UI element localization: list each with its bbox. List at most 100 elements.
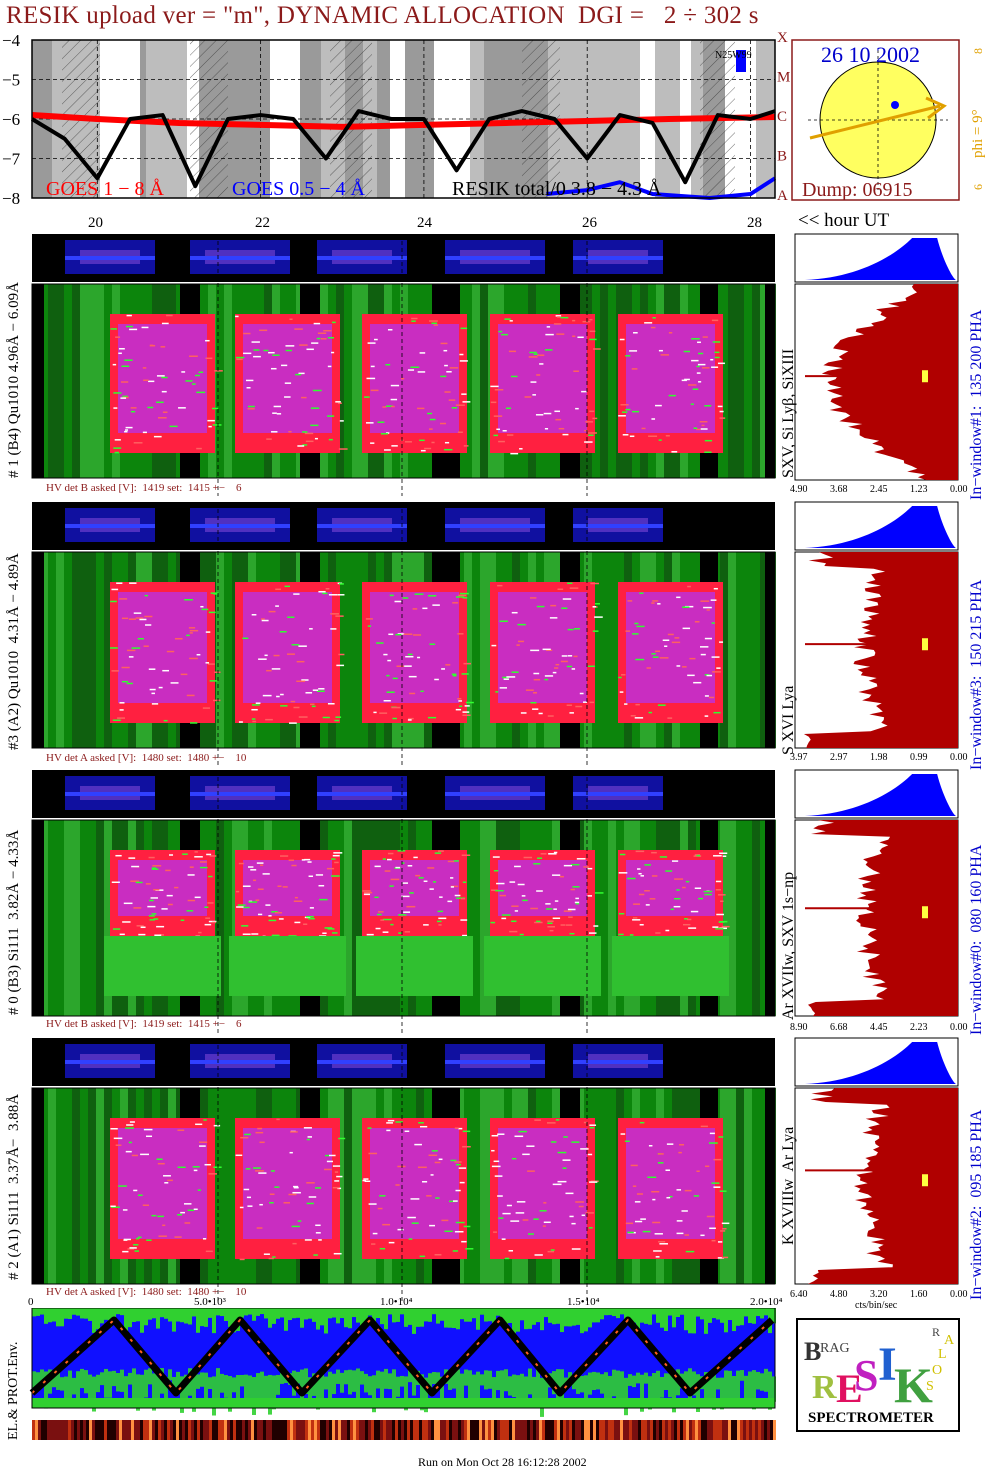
heat-bar-cell [74,1420,77,1440]
env-top-band [440,1308,444,1321]
spectrogram-speckle [545,333,554,336]
spectrogram-speckle [429,418,436,421]
heat-bar-cell [767,1420,770,1440]
heat-bar-cell [731,1420,734,1440]
spectrogram-speckle [639,1121,645,1124]
env-mid-band [392,1369,396,1404]
env-top-band [260,1308,264,1315]
env-mid-band [712,1372,716,1410]
spectrogram-speckle [427,716,437,719]
spectrum-xtick: 6.40 [790,1289,808,1300]
spectrogram-speckle [174,637,183,640]
spectrogram-speckle [308,1196,317,1198]
spectrogram-speckle [511,1157,517,1160]
env-mid-band [412,1370,416,1396]
hour-tick-20: 20 [88,215,103,231]
spectrogram-speckle [436,920,442,923]
env-top-band [220,1308,224,1317]
spectrogram-speckle [585,1212,594,1214]
spectrogram-speckle [439,896,443,898]
spectrogram-speckle [573,370,579,372]
spectrogram-speckle [494,389,504,391]
env-top-band [476,1308,480,1330]
spectrogram-speckle [407,369,415,371]
spectrogram-speckle [306,1182,315,1184]
spectrum-xtick: 8.90 [790,1022,808,1033]
spectrogram-speckle [180,1211,185,1214]
heat-bar-cell [503,1420,506,1440]
env-top-band [652,1308,656,1315]
spectrogram-speckle [247,1205,253,1207]
spectrogram-speckle [682,923,691,926]
spectrogram-speckle [719,852,728,855]
spectrogram-speckle [208,920,217,923]
spectrogram-column [352,284,360,478]
spectrogram-speckle [161,908,168,910]
spectrogram-speckle [129,582,137,584]
spectrogram-speckle [433,324,438,326]
spectrogram-speckle [306,1138,310,1141]
heat-bar-cell [530,1420,533,1440]
spectrogram-speckle [690,910,699,913]
spectrogram-column [592,1088,600,1284]
spectrogram-speckle [110,600,117,603]
spectrogram-speckle [146,1135,153,1138]
spectrogram-speckle [693,681,702,684]
heat-bar-cell [107,1420,110,1440]
strip-line [573,1060,663,1064]
spectrogram-speckle [708,696,715,699]
env-top-band [712,1308,716,1319]
spectrogram-speckle [575,407,579,410]
channel-3-ylabel: #3 (A2) Qu1010 4.31Å − 4.89Å [6,553,22,750]
spectrogram-speckle [685,880,690,883]
spectrogram-column [64,1088,72,1284]
spectrogram-speckle [711,656,720,658]
spectrogram-column [592,820,600,1016]
heat-bar-cell [221,1420,224,1440]
env-mid-band [456,1369,460,1405]
spectrogram-speckle [124,359,133,361]
spectrogram-speckle [463,1225,471,1228]
spectrogram-speckle [446,371,452,373]
spectrogram-speckle [693,427,698,429]
spectrogram-speckle [696,372,701,374]
spectrogram-speckle [669,1195,673,1198]
spectrogram-speckle [627,1231,634,1234]
spectrogram-speckle [203,1119,207,1121]
heat-bar-cell [599,1420,602,1440]
spectrogram-speckle [536,890,543,892]
spectrogram-speckle [162,1224,166,1227]
env-top-band [128,1308,132,1328]
spectrogram-speckle [461,673,469,675]
heat-bar-cell [566,1420,569,1440]
env-top-band [240,1308,244,1318]
env-top-band [492,1308,496,1329]
spectrogram-speckle [417,656,421,659]
spectrogram-speckle [463,662,471,665]
spectrogram-speckle [255,702,261,704]
spectrogram-speckle [294,328,303,330]
spectrogram-speckle [571,1222,576,1225]
heat-bar-cell [362,1420,365,1440]
data-gap-column [32,1088,44,1284]
spectrogram-speckle [196,391,206,394]
spectrogram-speckle [382,918,392,921]
spectrogram-speckle [671,641,681,644]
spectrogram-speckle [298,372,305,375]
spectrogram-speckle [196,447,202,450]
spectrogram-column [72,1088,80,1284]
spectrogram-speckle [717,1257,725,1259]
spectrogram-speckle [162,411,168,413]
spectrogram-speckle [667,717,673,719]
spectrogram-speckle [638,893,645,896]
spectrogram-speckle [632,919,641,921]
spectrogram-speckle [213,593,218,595]
spectrogram-speckle [648,711,653,714]
env-mid-band [528,1368,532,1395]
spectrogram-speckle [382,1223,391,1226]
env-top-band [524,1308,528,1330]
env-mid-band [116,1372,120,1392]
spectrogram-speckle [561,607,568,609]
env-top-band [224,1308,228,1321]
hour-tick-26: 26 [582,215,597,231]
